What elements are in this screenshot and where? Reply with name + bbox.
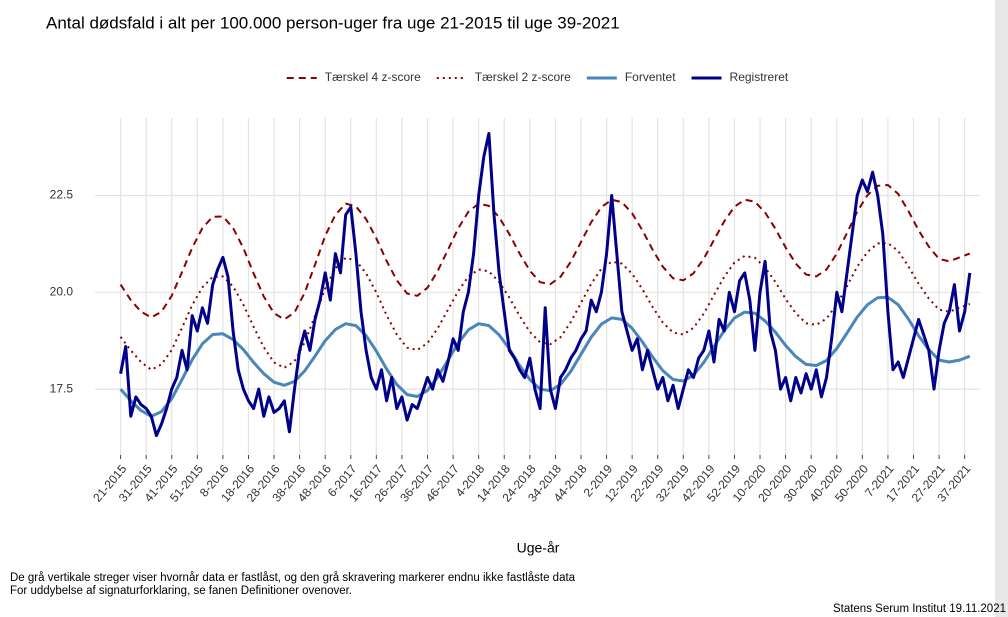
footnote: De grå vertikale streger viser hvornår d… bbox=[10, 572, 576, 584]
y-tick-label: 20.0 bbox=[50, 284, 74, 298]
legend-item: Tærskel 2 z-score bbox=[436, 70, 571, 84]
legend-item: Registreret bbox=[691, 70, 789, 84]
legend-label: Forventet bbox=[625, 70, 676, 84]
legend-label: Tærskel 2 z-score bbox=[475, 70, 571, 84]
series-line bbox=[119, 184, 971, 321]
series-line bbox=[119, 132, 972, 438]
chart-title: Antal dødsfald i alt per 100.000 person-… bbox=[46, 13, 620, 32]
legend-label: Tærskel 4 z-score bbox=[325, 70, 421, 84]
footnote: For uddybelse af signaturforklaring, se … bbox=[10, 585, 352, 597]
legend-label: Registreret bbox=[730, 70, 789, 84]
y-tick-label: 17.5 bbox=[50, 381, 74, 395]
source: Statens Serum Institut 19.11.2021 bbox=[833, 603, 1006, 615]
legend-item: Forventet bbox=[586, 70, 676, 84]
legend-item: Tærskel 4 z-score bbox=[286, 70, 421, 84]
x-axis-title: Uge-år bbox=[517, 540, 560, 556]
y-tick-label: 22.5 bbox=[50, 188, 74, 202]
lines bbox=[119, 132, 972, 438]
series-line bbox=[119, 242, 971, 371]
legend: Tærskel 4 z-score Tærskel 2 z-score Forven… bbox=[286, 70, 789, 84]
